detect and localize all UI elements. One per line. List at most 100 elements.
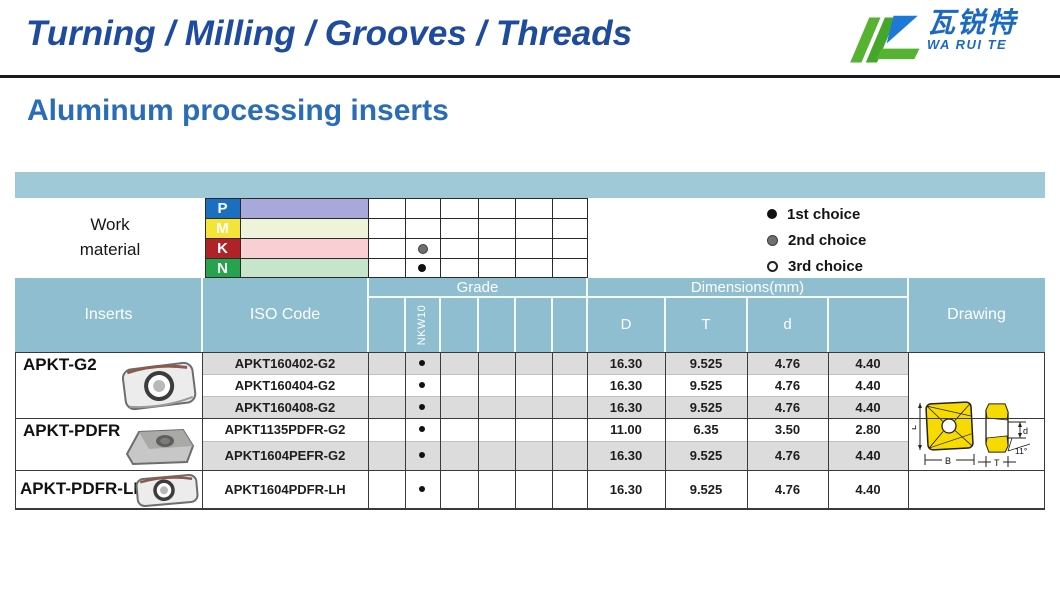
column-line: [665, 352, 666, 509]
insert-photo-apkt-g2: [115, 357, 203, 418]
iso-code-cell: APKT1604PEFR-G2: [224, 448, 346, 463]
column-line: [587, 352, 588, 509]
row-stripe: [202, 352, 908, 374]
material-letter-n: N: [205, 258, 240, 278]
grid-line: [205, 258, 587, 259]
dim-d-cell: 4.76: [774, 399, 801, 415]
dim-T-cell: 9.525: [689, 355, 723, 371]
grid-line: [240, 198, 241, 278]
material-bar-p: [240, 198, 368, 218]
grade-dot: [419, 382, 425, 388]
column-line: [440, 352, 441, 509]
group-divider: [15, 508, 1045, 510]
grade-dot: [419, 360, 425, 366]
filled-black-dot-icon: [767, 209, 777, 219]
dim-D-cell: 16.30: [609, 448, 643, 463]
insert-photo-apkt-pdfr: [119, 422, 199, 473]
dim-d-cell: 4.76: [774, 377, 801, 393]
grade-dot: [419, 404, 425, 410]
iso-code-cell: APKT160408-G2: [234, 399, 336, 415]
header-separator: [514, 297, 516, 352]
header-separator: [368, 296, 908, 298]
row-divider: [202, 396, 908, 397]
col-header-dim-D: D: [620, 316, 632, 333]
first-choice-dot: [418, 264, 426, 272]
header-divider: [0, 75, 1060, 78]
material-bar-k: [240, 238, 368, 258]
brand-name-en: WA RUI TE: [927, 37, 1008, 53]
legend-item-second: 2nd choice: [767, 227, 866, 253]
iso-code-cell: APKT160402-G2: [234, 355, 336, 371]
dim-extra-cell: 2.80: [855, 422, 881, 437]
group-divider: [15, 470, 1045, 471]
insert-group-label: APKT-PDFR-LH: [20, 479, 146, 498]
inserts-table: Work material P M K N: [15, 172, 1045, 510]
col-header-dim-d: d: [783, 316, 792, 333]
column-line: [1044, 352, 1045, 509]
col-header-iso-code: ISO Code: [249, 306, 321, 323]
header-separator: [664, 297, 666, 352]
table-header-band: [15, 278, 1045, 352]
col-header-grade: Grade: [456, 279, 499, 296]
second-choice-dot: [418, 244, 428, 254]
section-title: Aluminum processing inserts: [27, 94, 449, 127]
page-title: Turning / Milling / Grooves / Threads: [26, 14, 633, 53]
dim-d-cell: 4.76: [774, 448, 801, 463]
drawing-label-angle: 11°: [1015, 446, 1027, 456]
header-separator: [367, 278, 369, 352]
dim-extra-cell: 4.40: [855, 355, 881, 371]
column-line: [405, 352, 406, 509]
group-divider: [15, 352, 1045, 353]
header-separator: [907, 278, 909, 352]
column-line: [15, 352, 16, 509]
dim-d-cell: 3.50: [774, 422, 801, 437]
col-header-grade-nkw10: NKW10: [416, 304, 429, 345]
header-separator: [827, 297, 829, 352]
choice-legend: 1st choice 2nd choice 3rd choice: [767, 201, 866, 279]
grid-line: [368, 198, 369, 278]
insert-group-label: APKT-PDFR: [23, 421, 121, 440]
drawing-label-L: L: [912, 425, 918, 430]
brand-logo-icon: [845, 8, 923, 77]
col-header-dim-T: T: [701, 316, 711, 333]
grade-dot: [419, 452, 425, 458]
grid-line: [515, 198, 516, 278]
col-header-drawing: Drawing: [947, 306, 1006, 323]
dim-T-cell: 9.525: [689, 377, 723, 393]
insert-group-label: APKT-G2: [23, 355, 97, 374]
grid-line: [405, 198, 406, 278]
dim-T-cell: 9.525: [689, 482, 723, 497]
dim-D-cell: 16.30: [609, 355, 643, 371]
header-separator: [586, 278, 588, 352]
column-line: [515, 352, 516, 509]
dim-D-cell: 16.30: [609, 377, 643, 393]
header-separator: [404, 297, 406, 352]
material-bar-m: [240, 218, 368, 238]
insert-technical-drawing: L B d 11°: [908, 394, 1032, 479]
header-separator: [551, 297, 553, 352]
row-stripe: [202, 441, 908, 470]
dim-D-cell: 16.30: [609, 399, 643, 415]
dim-d-cell: 4.76: [774, 355, 801, 371]
grade-dot: [419, 426, 425, 432]
dim-D-cell: 16.30: [609, 482, 643, 497]
column-line: [552, 352, 553, 509]
group-divider: [15, 418, 1045, 419]
row-stripe: [202, 396, 908, 418]
dim-D-cell: 11.00: [610, 422, 642, 437]
brand-logo: 瓦锐特 WA RUI TE: [845, 8, 1055, 74]
grid-line: [205, 277, 587, 278]
grade-dot: [419, 486, 425, 492]
grid-line: [440, 198, 441, 278]
col-header-dim-blank: [828, 297, 908, 352]
column-line: [368, 352, 369, 509]
iso-code-cell: APKT1604PDFR-LH: [224, 482, 346, 497]
column-line: [908, 352, 909, 509]
material-letter-m: M: [205, 218, 240, 238]
legend-item-third: 3rd choice: [767, 253, 866, 279]
dim-T-cell: 9.525: [689, 399, 723, 415]
material-bar-n: [240, 258, 368, 278]
grid-line: [205, 238, 587, 239]
iso-code-cell: APKT1135PDFR-G2: [224, 422, 346, 437]
